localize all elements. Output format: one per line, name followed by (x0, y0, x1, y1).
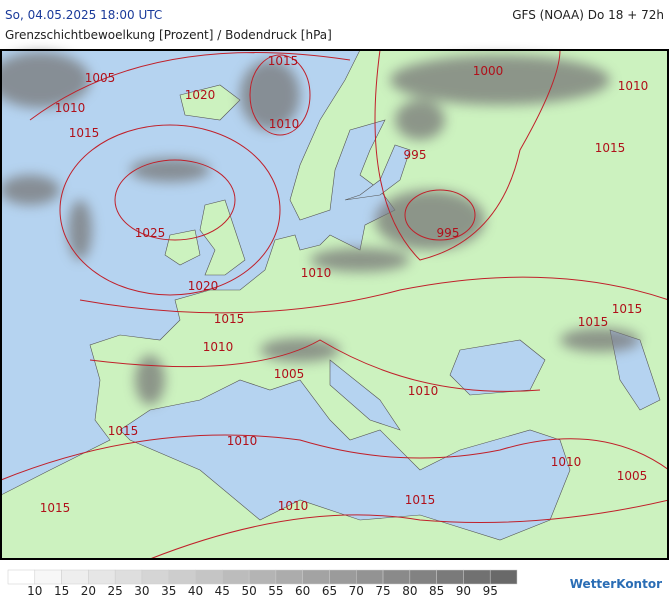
islands (164, 84, 246, 276)
header-datetime: So, 04.05.2025 18:00 UTC (5, 8, 162, 22)
legend-tick-label: 80 (402, 584, 417, 598)
legend: 10 15 20 25 30 35 40 45 50 55 60 65 70 75 80 85 90 95 (7, 569, 518, 598)
isobar-label: 1015 (578, 315, 609, 329)
legend-tick-label: 60 (295, 584, 310, 598)
isobar-label: 1015 (612, 302, 643, 316)
header-model: GFS (NOAA) Do 18 + 72h (512, 8, 664, 22)
isobar-label: 1015 (405, 493, 436, 507)
legend-tick-label: 25 (108, 584, 123, 598)
legend-swatch (382, 569, 411, 585)
legend-tick-label: 90 (456, 584, 471, 598)
isobar-label: 1005 (617, 469, 648, 483)
legend-tick-label: 70 (349, 584, 364, 598)
legend-swatch (489, 569, 518, 585)
isobar-label: 995 (437, 226, 460, 240)
logo: WetterKontor (570, 577, 662, 591)
legend-swatch (34, 569, 62, 585)
legend-swatch (356, 569, 384, 585)
isobar-label: 1025 (135, 226, 166, 240)
legend-tick-label: 85 (429, 584, 444, 598)
isobar-label: 1015 (595, 141, 626, 155)
legend-tick-label: 45 (215, 584, 230, 598)
isobar-label: 1010 (551, 455, 582, 469)
legend-swatch (275, 569, 303, 585)
isobar-label: 1005 (85, 71, 116, 85)
isobar-label: 1010 (278, 499, 309, 513)
isobar-label: 1010 (269, 117, 300, 131)
isobar-label: 1005 (274, 367, 305, 381)
legend-tick-label: 35 (161, 584, 176, 598)
mediterranean (119, 359, 571, 541)
legend-tick-label: 55 (268, 584, 283, 598)
isobar-label: 1010 (227, 434, 258, 448)
legend-swatch (302, 569, 330, 585)
legend-tick-label: 30 (134, 584, 149, 598)
legend-swatch (61, 569, 89, 585)
isobar-label: 1015 (108, 424, 139, 438)
isobar-label: 1010 (301, 266, 332, 280)
isobar-label: 1000 (473, 64, 504, 78)
legend-tick-label: 40 (188, 584, 203, 598)
legend-tick-label: 10 (27, 584, 42, 598)
legend-tick-label: 75 (375, 584, 390, 598)
legend-tick-label: 50 (241, 584, 256, 598)
legend-tick-label: 95 (483, 584, 498, 598)
legend-swatch (88, 569, 116, 585)
legend-tick-label: 15 (54, 584, 69, 598)
isobar-label: 1015 (69, 126, 100, 140)
isobar-label: 1010 (618, 79, 649, 93)
cloud-cover (0, 52, 640, 405)
legend-tick-label: 20 (81, 584, 96, 598)
legend-swatch (436, 569, 464, 585)
isobar-label: 1015 (40, 501, 71, 515)
legend-swatch (195, 569, 223, 585)
legend-tick-label: 65 (322, 584, 337, 598)
map-frame (0, 49, 669, 560)
isobar-label: 1015 (214, 312, 245, 326)
legend-swatch (329, 569, 357, 585)
isobar-label: 1020 (185, 88, 216, 102)
isobar-label: 1010 (203, 340, 234, 354)
isobar-label: 1010 (55, 101, 86, 115)
legend-swatch (168, 569, 196, 585)
isobars (0, 49, 669, 560)
legend-swatch (222, 569, 250, 585)
legend-swatch (248, 569, 277, 585)
isobar-label: 1020 (188, 279, 219, 293)
legend-swatch (463, 569, 491, 585)
legend-swatch (7, 569, 36, 585)
isobar-label: 995 (404, 148, 427, 162)
header-subtitle: Grenzschichtbewoelkung [Prozent] / Boden… (5, 28, 332, 42)
legend-swatch (409, 569, 437, 585)
isobar-label: 1015 (268, 54, 299, 68)
legend-swatch (114, 569, 143, 585)
isobar-label: 1010 (408, 384, 439, 398)
legend-swatch (141, 569, 169, 585)
